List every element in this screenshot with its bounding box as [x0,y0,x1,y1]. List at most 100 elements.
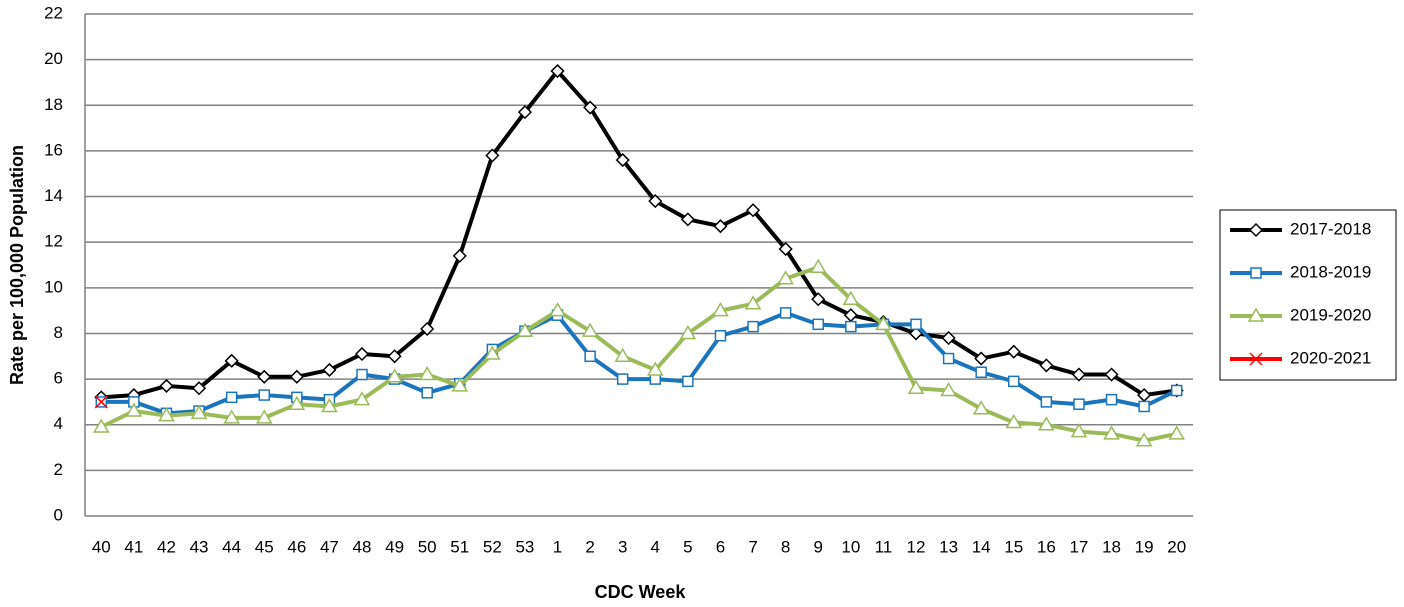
series-line [100,265,1178,443]
marker [584,350,596,363]
marker [941,330,956,346]
marker [191,381,207,396]
x-tick-label: 49 [385,537,404,556]
marker [1104,367,1119,382]
marker [420,321,435,336]
marker [517,105,533,120]
x-tick-label: 19 [1135,537,1154,556]
x-tick-label: 8 [781,537,790,556]
marker [712,302,729,317]
marker [354,346,370,362]
legend-box [1219,209,1397,381]
x-tick-label: 2 [585,537,594,556]
marker [255,409,273,424]
series [92,258,1186,447]
x-tick-label: 17 [1069,537,1088,556]
y-tick-label: 6 [54,369,63,388]
x-tick-label: 18 [1102,537,1121,556]
marker [1170,384,1183,397]
marker [418,366,436,381]
x-tick-label: 11 [875,537,893,556]
marker [744,295,762,310]
marker [745,203,761,218]
series [94,395,108,409]
series [94,63,1184,405]
marker [682,375,694,388]
marker [581,322,599,337]
marker [975,366,987,378]
marker [288,395,306,410]
marker [779,307,792,319]
marker [1008,375,1020,388]
marker [225,391,238,404]
x-tick-label: 42 [157,537,176,556]
marker [616,373,629,385]
marker [583,100,598,115]
x-tick-label: 51 [450,537,469,556]
x-tick-label: 16 [1037,537,1056,556]
marker [549,302,566,317]
marker [875,315,892,331]
series-line [101,310,1178,416]
marker [713,219,728,234]
marker [1040,396,1053,408]
marker [421,387,433,399]
marker [812,318,824,331]
marker [94,395,108,409]
legend-marker [1250,267,1262,279]
marker [646,361,664,376]
x-tick-label: 45 [255,537,274,556]
marker [614,347,632,363]
x-tick-label: 14 [972,537,991,556]
marker [811,292,826,307]
marker [747,320,759,333]
x-tick-label: 13 [939,537,958,556]
marker [910,318,922,331]
x-tick-label: 43 [190,537,209,556]
legend-label: 2020-2021 [1290,348,1371,367]
legend-marker [1248,222,1264,238]
marker [516,322,534,337]
x-tick-label: 47 [320,537,339,556]
y-tick-label: 2 [54,460,63,479]
x-tick-label: 48 [353,537,372,556]
marker [387,349,402,364]
legend-marker [1247,307,1265,322]
marker [714,329,727,342]
y-tick-label: 0 [54,505,63,524]
marker [322,362,337,378]
y-tick-label: 4 [54,414,63,433]
marker [778,241,793,257]
x-tick-label: 20 [1167,537,1186,556]
x-tick-label: 9 [814,537,823,556]
marker [648,194,663,209]
marker [1168,425,1186,440]
marker [1005,413,1023,429]
x-tick-label: 52 [483,537,502,556]
x-tick-label: 53 [515,537,534,556]
marker [289,369,304,384]
legend-label: 2017-2018 [1290,219,1371,238]
x-tick-label: 15 [1004,537,1023,556]
x-tick-label: 7 [748,537,757,556]
x-tick-label: 1 [553,537,562,556]
marker [258,389,270,401]
x-tick-label: 3 [618,537,627,556]
marker [680,212,695,227]
x-tick-label: 41 [124,537,143,556]
marker [484,345,501,360]
marker [92,418,110,433]
marker [974,351,989,366]
legend-marker [1249,352,1263,366]
marker [1071,367,1087,382]
marker [809,258,827,274]
marker [972,400,990,415]
x-tick-label: 6 [716,537,725,556]
marker [1070,423,1088,438]
marker [1073,398,1085,410]
legend-label: 2018-2019 [1290,262,1371,281]
x-tick-label: 44 [222,537,241,556]
x-tick-label: 50 [418,537,437,556]
marker [321,397,338,413]
marker [845,320,857,333]
